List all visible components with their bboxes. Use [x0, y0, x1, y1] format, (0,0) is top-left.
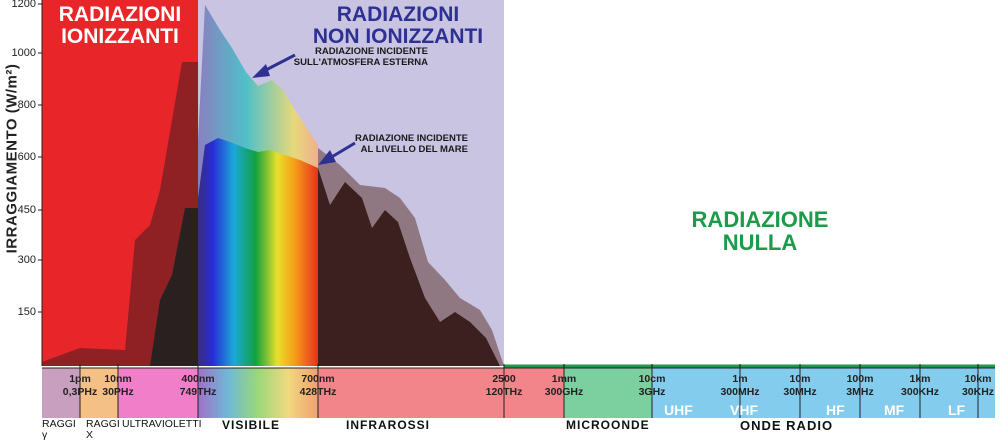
radio-subband-label: UHF	[664, 402, 693, 418]
gamma-band	[42, 368, 80, 418]
freq-label: 10m 30MHz	[783, 373, 817, 398]
y-tick-label: 300	[17, 254, 36, 266]
top-atmosphere-annotation: RADIAZIONE INCIDENTE SULL'ATMOSFERA ESTE…	[293, 46, 428, 68]
freq-label: 2500 120THz	[485, 373, 523, 398]
radio-subband-label: VHF	[730, 402, 758, 418]
y-tick-label: 600	[17, 151, 36, 163]
null-title: RADIAZIONE NULLA	[691, 207, 829, 256]
spectrum-band-label: VISIBILE	[222, 418, 281, 432]
spectrum-band-label: RAGGI X	[86, 418, 120, 441]
y-tick-label: 800	[17, 99, 36, 111]
sea-level-arrowhead	[318, 150, 336, 165]
ionizing-top-spectrum	[42, 62, 198, 366]
sea-level-arrow	[329, 141, 356, 160]
freq-label: 10km 30KHz	[961, 373, 995, 398]
visible-band	[198, 368, 318, 418]
radio-band	[652, 368, 995, 418]
y-tick-label: 1200	[11, 0, 36, 10]
freq-label: 10cm 3GHz	[638, 373, 666, 398]
freq-label: 100m 3MHz	[846, 373, 874, 398]
freq-label: 400nm 749THz	[179, 373, 217, 398]
radio-subband-label: MF	[884, 402, 905, 418]
freq-label: 1pm 0,3PHz	[62, 373, 98, 398]
xray-band	[80, 368, 118, 418]
spectrum-band-label: INFRAROSSI	[346, 418, 431, 432]
radio-subband-label: LF	[948, 402, 966, 418]
spectrum-band-label: RAGGI γ	[42, 418, 76, 441]
freq-label: 700nm 428THz	[299, 373, 337, 398]
freq-label: 10nm 30PHz	[102, 373, 134, 398]
sea-level-annotation: RADIAZIONE INCIDENTE AL LIVELLO DEL MARE	[355, 133, 468, 155]
y-tick-label: 1000	[11, 47, 36, 59]
ionizing-title: RADIAZIONI IONIZZANTI	[58, 3, 182, 49]
freq-label: 1m 300MHz	[720, 373, 760, 398]
non-ionizing-title: RADIAZIONI NON IONIZZANTI	[312, 3, 484, 49]
radio-subband-label: HF	[826, 402, 845, 418]
ir-band	[318, 368, 564, 418]
ionizing-sea-spectrum	[150, 208, 198, 366]
spectrum-band-label: MICROONDE	[566, 418, 650, 432]
microwave-band	[564, 368, 652, 418]
y-tick-label: 450	[17, 204, 36, 216]
spectrum-band-label: ONDE RADIO	[740, 418, 834, 433]
sea-level-visible-spectrum	[198, 138, 318, 366]
top-atmosphere-arrowhead	[252, 64, 270, 78]
freq-label: 1mm 300GHz	[544, 373, 584, 398]
y-tick-label: 150	[17, 306, 36, 318]
frequency-strip	[42, 367, 995, 418]
uv-band	[118, 368, 198, 418]
spectrum-band-label: ULTRAVIOLETTI	[122, 418, 202, 430]
sea-level-ir-spectrum	[318, 168, 500, 366]
freq-label: 1km 300KHz	[901, 373, 939, 398]
